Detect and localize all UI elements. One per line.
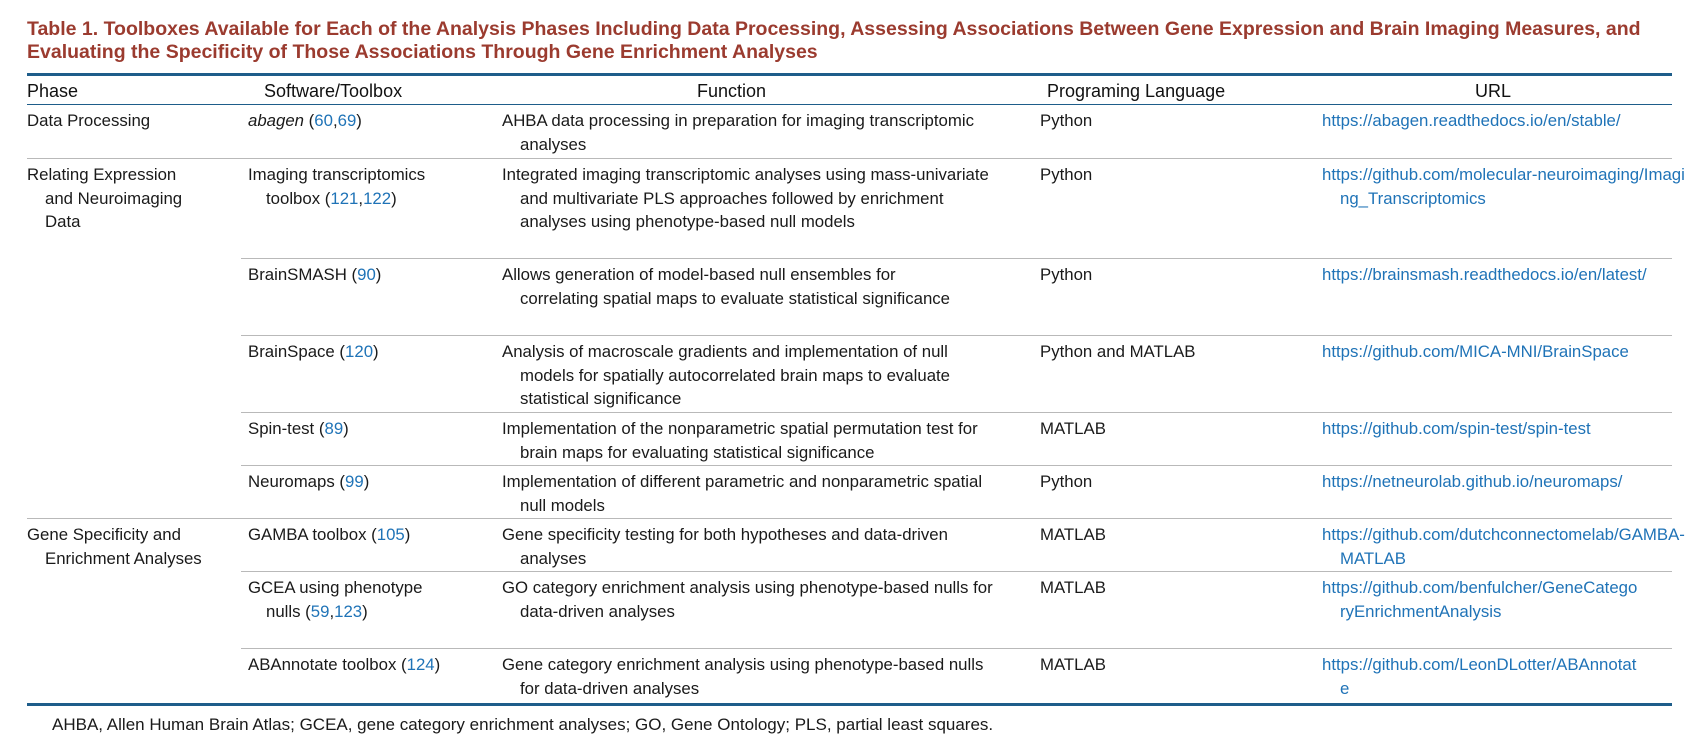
software-name: BrainSMASH [248,265,347,284]
software-name: BrainSpace [248,342,335,361]
reference-link[interactable]: 124 [406,655,435,674]
function-cell: Implementation of different parametric a… [502,472,983,515]
header-rule [27,104,1672,105]
language-cell: MATLAB [1040,655,1106,674]
software-cell: Spin-test (89) [248,419,349,438]
row-separator [241,648,1672,649]
language-cell: Python and MATLAB [1040,342,1196,361]
reference-link[interactable]: 99 [345,472,364,491]
software-cell: BrainSpace (120) [248,342,379,361]
reference-link[interactable]: 69 [337,111,357,130]
software-cell: Imaging transcriptomics toolbox (121,122… [248,165,426,208]
software-name: Imaging transcriptomics toolbox [248,165,426,208]
url-link[interactable]: https://github.com/dutchconnectomelab/GA… [1322,525,1685,568]
header-function: Function [697,81,767,101]
language-cell: Python [1040,472,1093,491]
url-link[interactable]: https://github.com/molecular-neuroimagin… [1322,165,1685,208]
url-link[interactable]: https://brainsmash.readthedocs.io/en/lat… [1322,265,1647,284]
software-name: Spin-test [248,419,315,438]
software-name: ABAnnotate toolbox [248,655,397,674]
table-bottom-rule [27,703,1672,706]
software-name: GCEA using phenotype nulls [248,578,423,621]
row-separator [241,258,1672,259]
language-cell: MATLAB [1040,419,1106,438]
url-link[interactable]: https://github.com/MICA-MNI/BrainSpace [1322,342,1629,361]
row-separator [241,571,1672,572]
function-cell: Gene category enrichment analysis using … [502,655,984,698]
reference-link[interactable]: 90 [357,265,376,284]
header-url: URL [1475,81,1512,101]
reference-link[interactable]: 89 [324,419,344,438]
language-cell: MATLAB [1040,525,1106,544]
header-software: Software/Toolbox [264,81,403,101]
phase-gene-specificity: Gene Specificity and Enrichment Analyses [27,525,202,568]
language-cell: Python [1040,165,1093,184]
language-cell: MATLAB [1040,578,1106,597]
function-cell: Implementation of the nonparametric spat… [502,419,978,462]
url-link[interactable]: https://github.com/LeonDLotter/ABAnnotat… [1322,655,1637,698]
row-separator [27,518,1672,519]
function-cell: Allows generation of model-based null en… [502,265,951,308]
reference-link[interactable]: 59 [310,601,330,621]
reference-link[interactable]: 122 [363,188,392,208]
software-cell: abagen (60,69) [248,111,362,130]
table-caption: Table 1. Toolboxes Available for Each of… [27,18,1641,63]
software-cell: Neuromaps (99) [248,472,370,491]
row-separator [241,412,1672,413]
header-phase: Phase [27,81,79,101]
table-top-rule [27,73,1672,76]
software-cell: BrainSMASH (90) [248,265,382,284]
software-cell: ABAnnotate toolbox (124) [248,655,441,674]
phase-data-processing: Data Processing [27,111,151,130]
url-link[interactable]: https://abagen.readthedocs.io/en/stable/ [1322,111,1621,130]
reference-link[interactable]: 105 [376,525,405,544]
url-link[interactable]: https://github.com/benfulcher/GeneCatego… [1322,578,1638,621]
software-name: abagen [248,111,304,130]
function-cell: Integrated imaging transcriptomic analys… [502,165,989,231]
software-cell: GCEA using phenotype nulls (59,123) [248,578,423,621]
function-cell: GO category enrichment analysis using ph… [502,578,993,621]
header-language: Programing Language [1047,81,1226,101]
function-cell: Gene specificity testing for both hypoth… [502,525,948,568]
language-cell: Python [1040,111,1093,130]
phase-relating: Relating Expression and Neuroimaging Dat… [27,165,183,231]
software-name: Neuromaps [248,472,335,491]
reference-link[interactable]: 120 [345,342,374,361]
url-link[interactable]: https://github.com/spin-test/spin-test [1322,419,1591,438]
function-cell: Analysis of macroscale gradients and imp… [502,342,951,408]
row-separator [27,158,1672,159]
reference-link[interactable]: 121 [330,188,359,208]
function-cell: AHBA data processing in preparation for … [502,111,974,154]
row-separator [241,335,1672,336]
software-name: GAMBA toolbox [248,525,367,544]
url-link[interactable]: https://netneurolab.github.io/neuromaps/ [1322,472,1623,491]
language-cell: Python [1040,265,1093,284]
row-separator [241,465,1672,466]
reference-link[interactable]: 123 [334,601,363,621]
software-cell: GAMBA toolbox (105) [248,525,411,544]
table-footnote: AHBA, Allen Human Brain Atlas; GCEA, gen… [52,715,994,734]
reference-link[interactable]: 60 [314,111,333,130]
